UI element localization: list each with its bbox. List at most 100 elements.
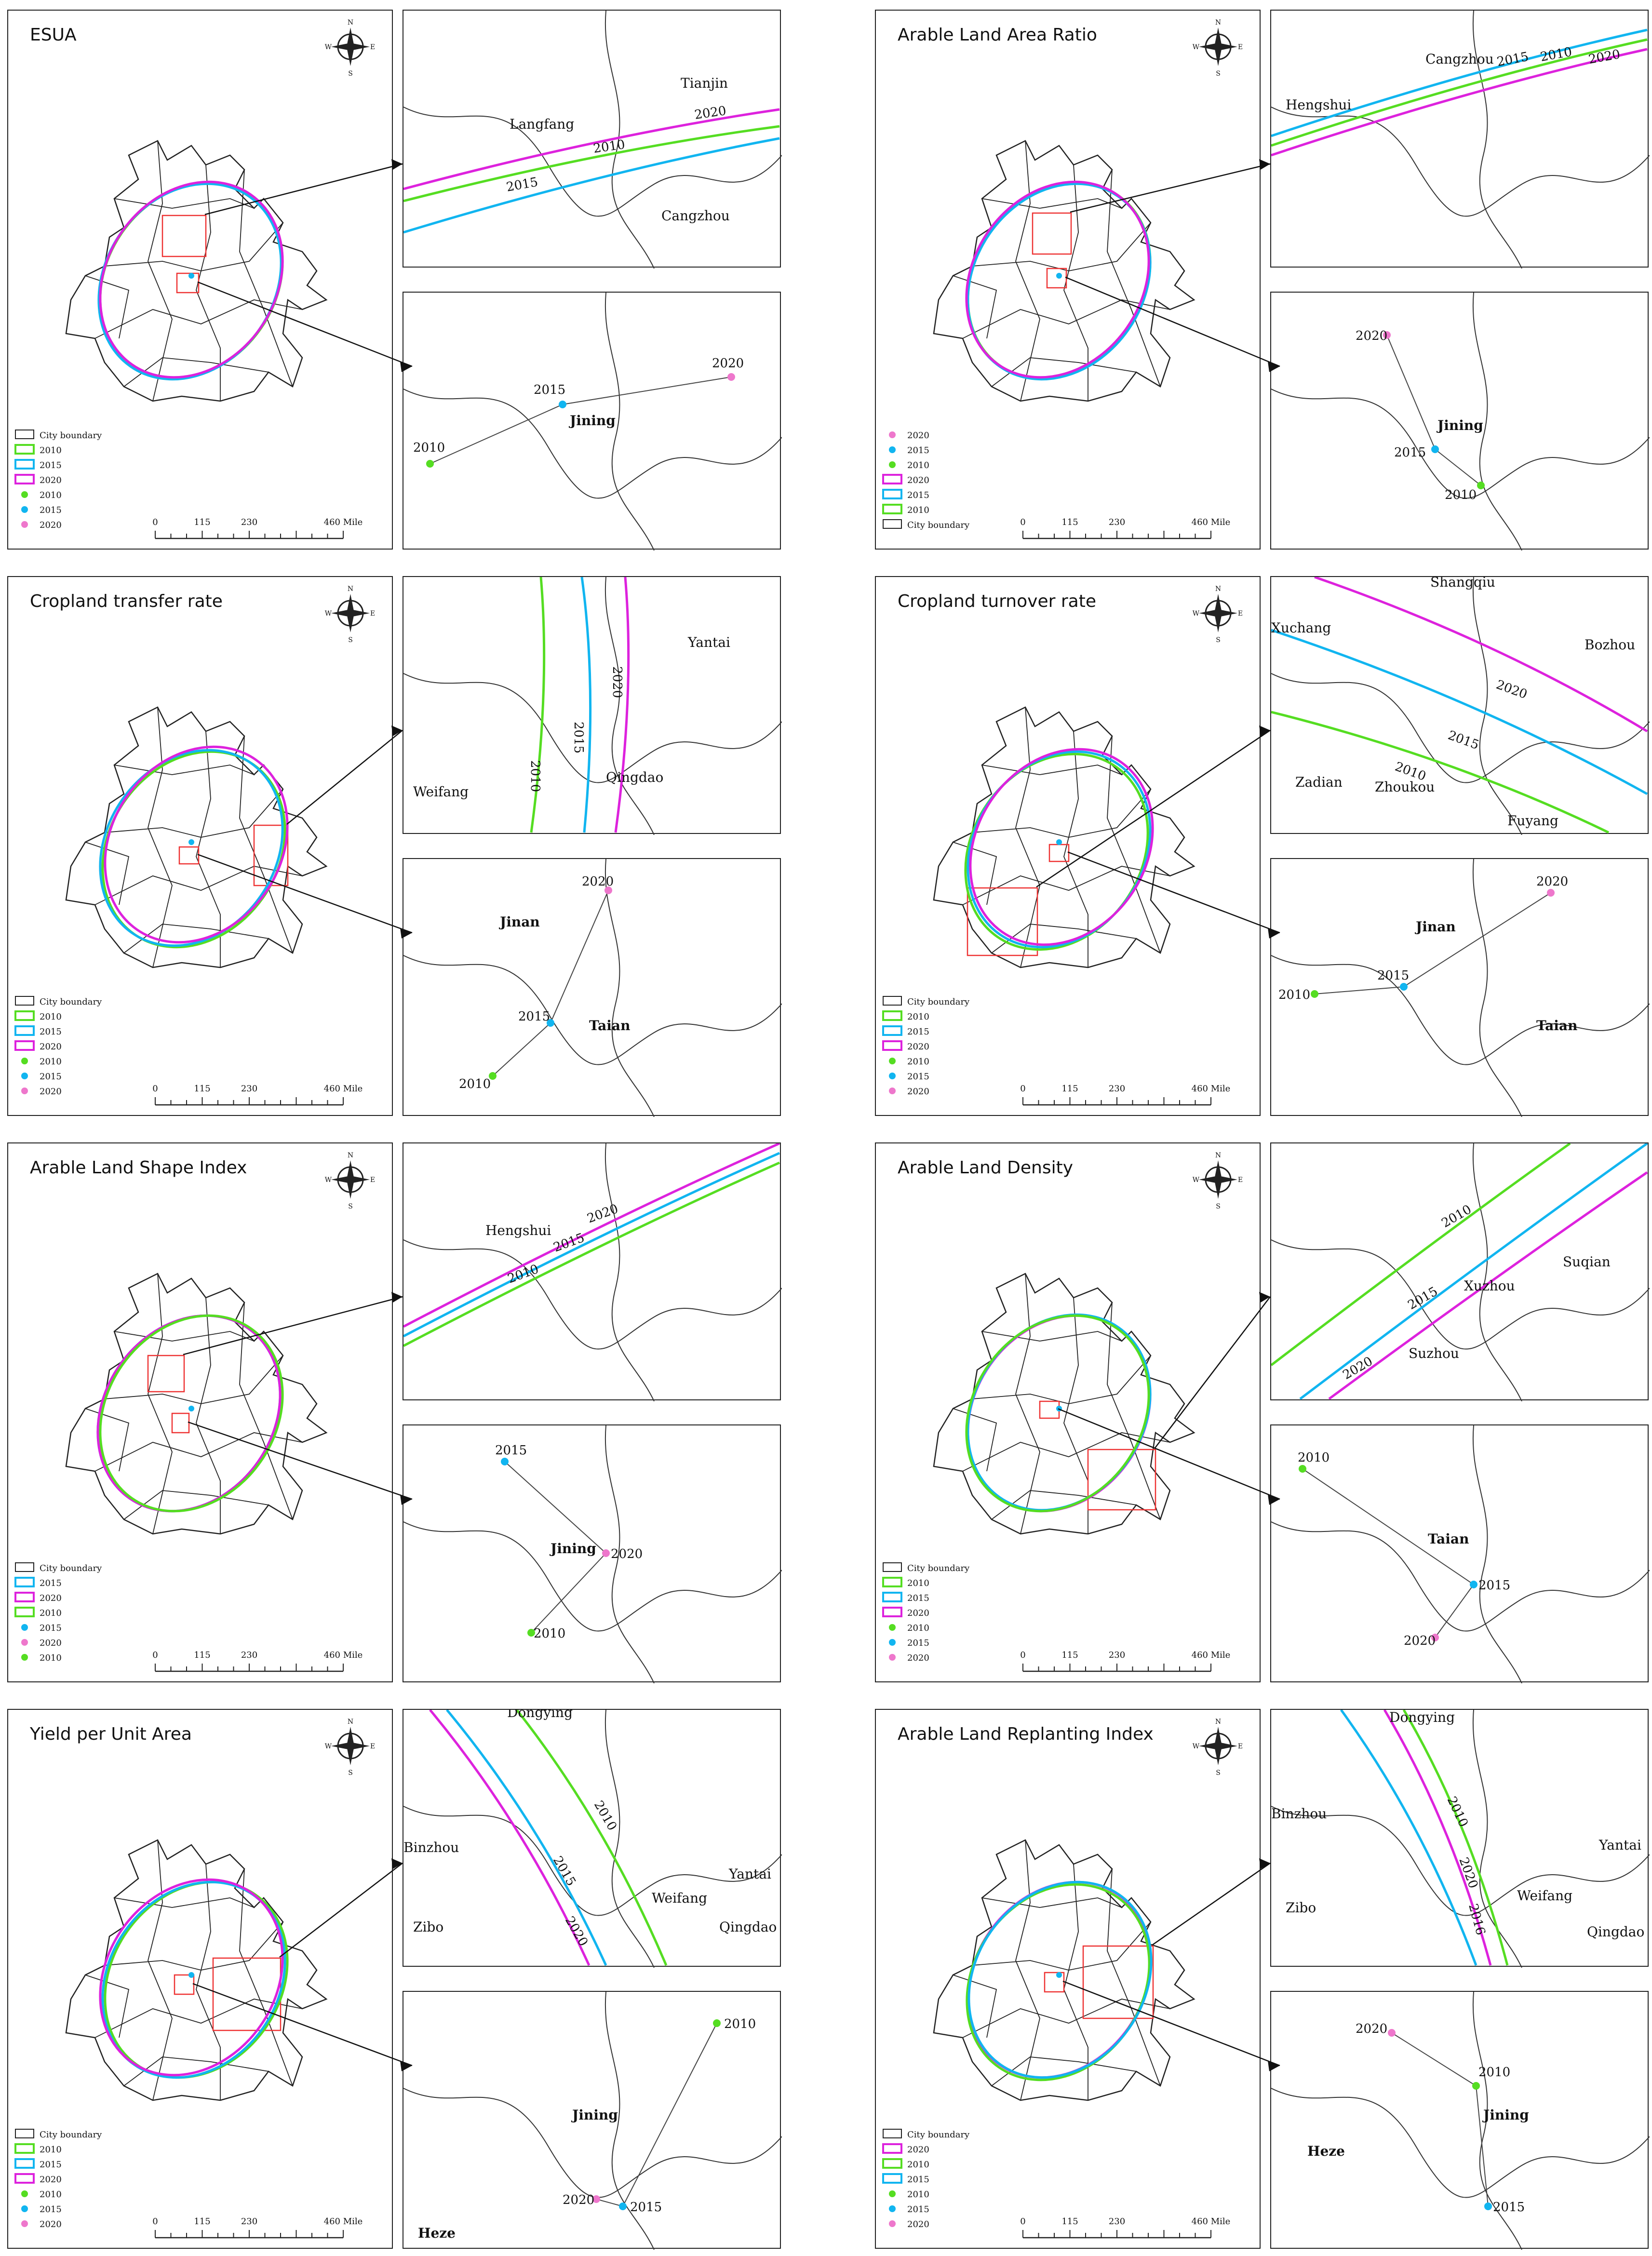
zoom-extent-box [176,272,200,294]
place-label: Jining [1436,417,1483,433]
svg-text:W: W [1193,43,1200,51]
svg-text:W: W [1193,1743,1200,1750]
ellipse-arc-2015 [403,1152,780,1338]
legend-label: 2010 [907,1057,929,1067]
zoom-extent-box [174,1974,195,1995]
point-year-label: 2015 [1377,968,1409,983]
ellipse-arc-2015 [446,1710,607,1966]
north-arrow-icon: N S E W [1193,1718,1243,1777]
legend-label: 2015 [40,1072,62,1082]
svg-text:0: 0 [1020,517,1025,527]
place-label: Zadian [1295,774,1343,790]
point-year-label: 2020 [712,356,744,371]
legend: City boundary 2020 2010 2015 2010 2015 2020 [882,2129,970,2229]
place-label: Weifang [413,784,469,800]
main-map-frame: Arable Land Replanting Index N S E W City bou… [875,1709,1261,2249]
place-label: Zhoukou [1375,779,1435,795]
center-shift-line [1476,2085,1489,2207]
legend-label: 2010 [40,2145,62,2155]
legend-label: 2015 [907,1593,929,1603]
lower-inset-map: 2010 2015 2020 Jinan Taian [1270,858,1650,1117]
sde-ellipse-2010 [965,1314,1150,1513]
place-label: Xuchang [1271,620,1331,636]
ellipse-arc-2020 [403,1143,780,1328]
svg-text:230: 230 [1109,2216,1125,2227]
legend: City boundary 2010 2015 2020 2010 2015 2020 [882,996,970,1097]
point-year-label: 2020 [611,1547,643,1561]
upper-inset-map: 2020 2015 2010 Hengshui [403,1142,782,1401]
legend-label: 2015 [907,2204,929,2215]
centroid-point-2015 [1400,983,1408,991]
svg-text:0: 0 [152,2216,158,2227]
place-label: Hengshui [485,1222,551,1238]
north-arrow-icon: N S E W [1193,19,1243,78]
place-label: Yantai [728,1866,771,1882]
centroid-point-2015 [547,1019,554,1027]
svg-text:0: 0 [152,1650,158,1660]
legend: City boundary 2010 2015 2020 2010 2015 2020 [14,996,102,1097]
scale-bar: 0 115 230 460 Mile [1020,517,1230,539]
place-label: Qingdao [719,1919,777,1935]
main-map-frame: Arable Land Shape Index N S E W City boundary… [7,1142,393,1682]
svg-text:115: 115 [194,1650,210,1660]
zoom-extent-box [171,1412,190,1434]
center-shift-line [622,2023,717,2207]
legend: City boundary 2010 2015 2020 2010 2015 2020 [14,430,102,530]
centroid-point-2010 [426,460,434,468]
svg-text:W: W [1193,1176,1200,1184]
svg-text:230: 230 [1109,1084,1125,1094]
year-label: 2015 [505,175,539,195]
place-label: Cangzhou [661,208,730,224]
zoom-extent-box [178,846,200,865]
place-label: Heze [1307,2143,1345,2159]
legend-label: City boundary [907,1563,970,1573]
legend-label: 2015 [40,1623,62,1633]
place-label: Binzhou [1271,1806,1327,1822]
legend-label: 2020 [40,1087,62,1097]
svg-text:N: N [348,19,353,27]
center-shift-line [1302,1468,1474,1585]
center-shift-line [1403,892,1551,987]
legend-label: 2015 [40,1027,62,1037]
point-year-label: 2020 [1404,1634,1436,1648]
legend-label: City boundary [907,520,970,530]
svg-text:S: S [348,1203,353,1210]
svg-text:W: W [325,1176,332,1184]
svg-text:S: S [348,1769,353,1777]
upper-inset-map: 2010 2015 2020 Suqian Xuzhou Suzhou [1270,1142,1650,1401]
year-label: 2015 [550,1854,578,1889]
legend-label: 2020 [40,2219,62,2229]
svg-text:E: E [1238,1743,1243,1750]
legend-label: 2015 [907,1027,929,1037]
point-year-label: 2020 [1536,874,1568,889]
place-label: Tianjin [681,75,728,91]
legend-label: 2020 [907,2145,929,2155]
centroid-point-2020 [1547,889,1555,897]
place-label: Jinan [498,914,540,930]
legend: 2020 2015 2010 2020 2015 2010 City boundary [882,430,970,530]
upper-inset-map: 2010 2015 2020 Dongying Binzhou Zibo Weifang Ya… [403,1709,782,1968]
ellipse-arc-2010 [1271,38,1648,147]
lower-inset-map: 2020 2015 2010 Jining [1270,292,1650,551]
legend-label: 2010 [40,490,62,500]
lower-inset-svg: 2020 2010 2015 Heze Jining [1271,1992,1650,2250]
center-shift-line [596,2199,623,2207]
main-map-frame: Yield per Unit Area N S E W City boundary 2010… [7,1709,393,2249]
centroid-point-2010 [527,1629,535,1637]
map-title: ESUA [30,25,77,45]
point-year-label: 2020 [1356,2022,1387,2036]
svg-text:0: 0 [152,517,158,527]
legend-label: 2020 [40,520,62,530]
place-label: Zibo [413,1919,443,1935]
svg-text:W: W [1193,610,1200,618]
svg-text:E: E [1238,1176,1243,1184]
svg-text:E: E [370,43,375,51]
legend-label: 2010 [907,460,929,470]
map-panel: Cropland turnover rate N S E W City boundary 2… [868,576,1650,1117]
svg-text:N: N [348,1152,353,1159]
svg-text:115: 115 [1061,517,1078,527]
main-map-frame: Cropland turnover rate N S E W City boundary 2… [875,576,1261,1116]
svg-text:460 Mile: 460 Mile [324,1084,363,1094]
place-label: Qingdao [1587,1924,1644,1940]
